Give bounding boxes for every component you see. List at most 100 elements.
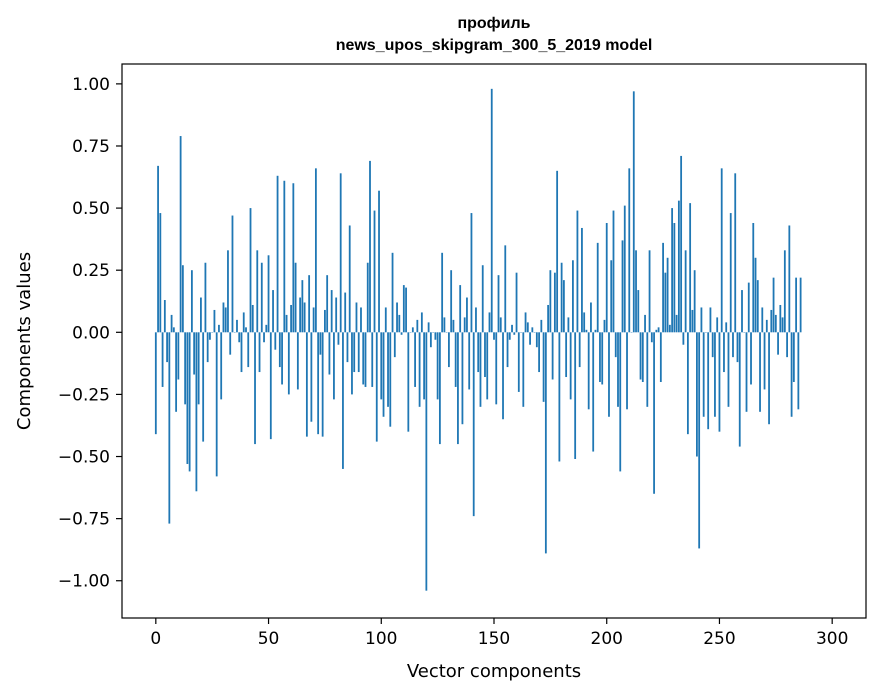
bar <box>251 304 254 333</box>
x-tick-label: 300 <box>816 629 848 649</box>
bar <box>344 292 347 333</box>
bar <box>486 332 489 400</box>
bar <box>702 332 705 417</box>
bar <box>362 332 365 385</box>
bar <box>184 332 187 405</box>
bar <box>303 302 306 333</box>
bar <box>249 208 252 333</box>
bar <box>319 332 322 355</box>
bar <box>779 304 782 333</box>
y-axis: 1.00 0.75 0.50 0.25 0.00 −0.25 −0.50 −0.75 −1.00 <box>58 75 122 592</box>
bar <box>393 332 396 358</box>
bar <box>596 242 599 333</box>
bar <box>423 332 426 400</box>
bar <box>677 200 680 333</box>
bar <box>569 332 572 400</box>
bar <box>727 332 730 407</box>
x-tick-label: 0 <box>150 629 161 649</box>
bar <box>357 332 360 373</box>
bar <box>434 332 437 340</box>
bar <box>524 312 527 333</box>
y-tick-label: 0.75 <box>72 137 110 157</box>
bar <box>346 332 349 363</box>
bar <box>783 250 786 333</box>
bar <box>206 332 209 363</box>
bar <box>258 332 261 373</box>
bar <box>310 332 313 422</box>
bar <box>296 332 299 390</box>
bar <box>375 332 378 442</box>
bar <box>457 332 459 445</box>
bar <box>502 332 504 420</box>
bar <box>163 300 166 333</box>
y-tick-label: −1.00 <box>58 572 110 592</box>
bar <box>441 252 444 333</box>
bar <box>172 327 175 333</box>
bar <box>752 223 755 333</box>
bar <box>673 223 676 333</box>
chart-title-line1: профиль <box>457 15 530 32</box>
bar <box>716 317 719 333</box>
bar <box>190 270 193 333</box>
bar <box>741 290 743 333</box>
bar <box>603 319 606 333</box>
bar <box>709 307 712 333</box>
bar <box>420 312 423 333</box>
bar <box>675 314 678 333</box>
bar <box>594 329 597 333</box>
bar <box>610 260 613 333</box>
bar <box>475 307 477 333</box>
bar <box>414 332 416 387</box>
bar <box>725 322 728 333</box>
bar <box>495 332 498 405</box>
bar <box>477 332 480 373</box>
bar <box>391 252 394 333</box>
bar <box>605 223 608 333</box>
bar <box>407 332 410 432</box>
y-tick-label: −0.50 <box>58 448 110 468</box>
bar <box>272 290 274 333</box>
bar <box>380 332 383 400</box>
bar <box>181 265 184 333</box>
bar <box>544 332 547 554</box>
bar <box>285 314 288 333</box>
bar <box>159 213 162 333</box>
bar <box>777 332 779 355</box>
bar <box>436 332 439 400</box>
bar <box>179 136 182 333</box>
bar <box>655 329 658 333</box>
bar <box>229 332 232 355</box>
bar <box>612 210 615 333</box>
bar <box>411 327 414 333</box>
bar <box>396 302 398 333</box>
bar <box>517 332 520 392</box>
bar <box>245 327 247 333</box>
bar <box>378 190 380 333</box>
bar <box>371 332 374 387</box>
x-axis: 0 50 100 150 200 250 300 <box>150 618 848 649</box>
x-axis-label: Vector components <box>407 661 581 682</box>
bar <box>353 332 356 373</box>
bar <box>222 302 225 333</box>
bar <box>256 250 259 333</box>
bar <box>299 297 302 333</box>
chart-title-line2: news_upos_skipgram_300_5_2019 model <box>336 37 653 54</box>
bar <box>324 309 326 333</box>
bar <box>281 332 283 385</box>
x-tick-label: 150 <box>478 629 510 649</box>
bar <box>745 332 748 412</box>
bar <box>333 332 335 400</box>
bar <box>247 332 250 368</box>
bar <box>402 285 405 333</box>
bar <box>759 332 761 412</box>
bar <box>529 332 531 345</box>
bar <box>572 260 574 333</box>
bar <box>781 317 784 333</box>
bar <box>499 317 502 333</box>
bar <box>463 317 466 333</box>
bar <box>565 332 568 378</box>
bar <box>684 250 687 333</box>
bar <box>732 332 734 358</box>
bar <box>321 332 324 437</box>
bar <box>729 213 732 333</box>
